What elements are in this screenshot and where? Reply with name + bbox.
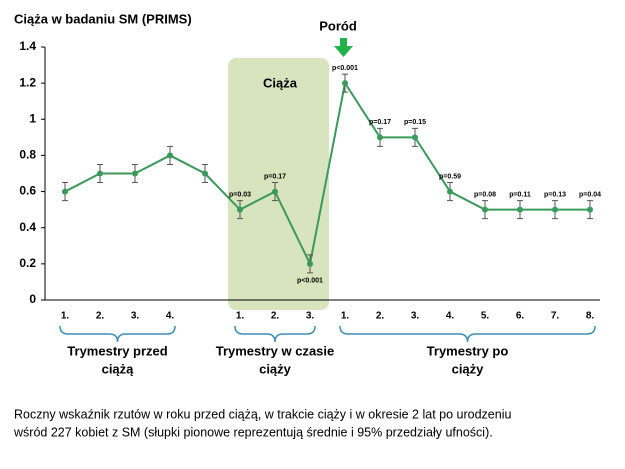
caption: Roczny wskaźnik rzutów w roku przed ciąż… [14, 407, 511, 421]
x-tick-label: 1. [236, 311, 245, 322]
p-label: p<0.001 [297, 278, 323, 285]
y-tick-label: 0.2 [19, 256, 36, 270]
x-tick-label: 3. [306, 311, 315, 322]
group-label: ciąży [259, 361, 292, 376]
x-tick-label: 2. [271, 311, 280, 322]
event-arrow [334, 38, 353, 57]
point [377, 134, 383, 141]
x-tick-label: 4. [166, 311, 175, 322]
group-label: ciąży [452, 361, 485, 376]
series-line [64, 80, 590, 267]
x-tick-label: 1. [61, 311, 70, 322]
point [587, 206, 593, 213]
point [272, 188, 278, 195]
pregnancy-region [228, 58, 329, 310]
group-label: Trymestry po [427, 343, 509, 358]
group-label: Trymestry w czasie [216, 343, 335, 358]
y-tick-label: 1.2 [19, 75, 36, 89]
group-brace [59, 325, 176, 343]
point [202, 170, 208, 177]
x-tick-label: 8. [586, 311, 595, 322]
group-brace [234, 325, 316, 343]
p-label: p=0.17 [369, 119, 391, 126]
x-tick-label: 3. [411, 311, 420, 322]
y-tick-label: 0.8 [19, 148, 36, 162]
x-tick-label: 7. [551, 311, 560, 322]
point [167, 152, 173, 159]
x-tick-label: 3. [131, 311, 140, 322]
x-tick-label: 4. [446, 311, 455, 322]
point [97, 170, 103, 177]
point [132, 170, 138, 177]
point [342, 80, 348, 87]
y-tick-label: 0.4 [19, 220, 36, 234]
p-label: p=0.08 [474, 191, 496, 198]
p-label: p=0.17 [264, 173, 286, 180]
point [237, 206, 243, 213]
p-label: p=0.13 [544, 191, 566, 198]
y-tick-label: 1.4 [19, 39, 36, 53]
region-label: Ciąża [263, 75, 298, 90]
event-label: Poród [319, 18, 357, 33]
group-label: ciążą [102, 361, 135, 376]
x-tick-label: 2. [96, 311, 105, 322]
p-label: p=0.59 [439, 173, 461, 180]
x-tick-label: 2. [376, 311, 385, 322]
x-tick-label: 1. [341, 311, 350, 322]
group-brace [339, 325, 596, 343]
y-tick-label: 0 [29, 292, 36, 306]
p-label: p=0.11 [509, 191, 531, 198]
p-label: p=0.15 [404, 119, 426, 126]
chart-title: Ciąża w badaniu SM (PRIMS) [14, 11, 192, 26]
point [447, 188, 453, 195]
p-label: p<0.001 [332, 65, 358, 72]
y-tick-label: 0.6 [19, 184, 36, 198]
point [552, 206, 558, 213]
caption: wśród 227 kobiet z SM (słupki pionowe re… [13, 425, 493, 439]
point [62, 188, 68, 195]
point [517, 206, 523, 213]
point [482, 206, 488, 213]
group-label: Trymestry przed [67, 343, 167, 358]
p-label: p=0.04 [579, 191, 601, 198]
x-tick-label: 5. [481, 311, 490, 322]
point [307, 260, 313, 267]
y-tick-label: 1 [29, 111, 36, 125]
x-tick-label: 6. [516, 311, 525, 322]
point [412, 134, 418, 141]
p-label: p=0.03 [229, 191, 251, 198]
